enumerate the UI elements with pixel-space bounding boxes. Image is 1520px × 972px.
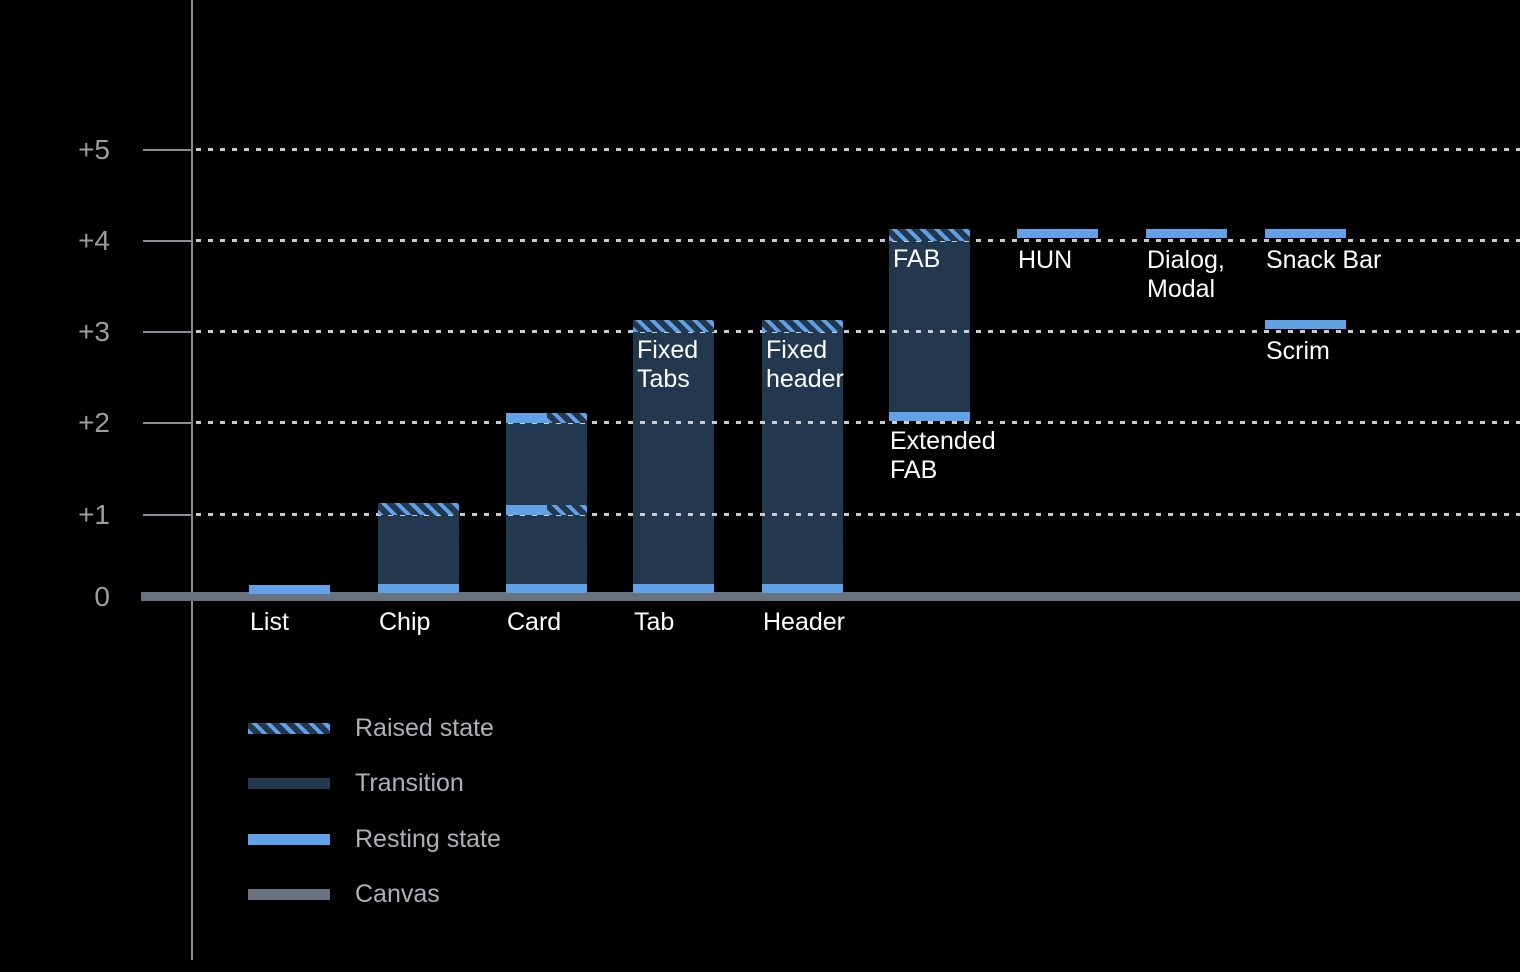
- legend-label: Raised state: [355, 713, 494, 742]
- y-axis-label: +5: [78, 134, 110, 165]
- scrim-label: Scrim: [1266, 337, 1330, 365]
- snack-bar-label: Snack Bar: [1266, 246, 1382, 274]
- legend-label: Resting state: [355, 824, 501, 853]
- y-axis-tick: [143, 149, 193, 151]
- gridline: [196, 330, 1520, 333]
- chip-raised-band: [378, 503, 459, 515]
- hun-label: HUN: [1018, 246, 1073, 274]
- card-raised-band: [546, 413, 587, 423]
- list-label: List: [250, 608, 289, 636]
- header-inside-label: Fixed header: [766, 336, 844, 393]
- canvas-baseline: [141, 592, 1520, 601]
- card-raised-band: [546, 505, 587, 515]
- legend-label: Canvas: [355, 879, 440, 908]
- legend-item-raised-state: Raised state: [248, 714, 494, 742]
- y-axis-tick: [143, 514, 193, 516]
- card-transition-bar: [506, 413, 587, 593]
- y-axis-tick: [143, 331, 193, 333]
- card-resting-band: [506, 413, 547, 423]
- header-resting-band: [762, 584, 843, 593]
- chip-label: Chip: [379, 608, 431, 636]
- card-resting-band: [506, 584, 587, 593]
- raised-state-swatch: [248, 722, 330, 734]
- tab-resting-band: [633, 584, 714, 593]
- transition-swatch: [248, 777, 330, 789]
- legend-item-resting-state: Resting state: [248, 825, 501, 853]
- y-axis-label: 0: [94, 581, 110, 612]
- tab-inside-label: Fixed Tabs: [637, 336, 699, 393]
- scrim-resting-band: [1265, 320, 1346, 329]
- legend-label: Transition: [355, 768, 464, 797]
- gridline: [196, 513, 1520, 516]
- tab-transition-bar: [633, 320, 714, 593]
- card-resting-band: [506, 505, 547, 515]
- fab-inside-label: FAB: [893, 245, 941, 273]
- y-axis-label: +4: [78, 225, 110, 256]
- fab-raised-band: [889, 229, 970, 241]
- card-label: Card: [507, 608, 562, 636]
- snack-bar-resting-band: [1265, 229, 1346, 238]
- y-axis-label: +3: [78, 316, 110, 347]
- legend-item-canvas: Canvas: [248, 880, 440, 908]
- tab-raised-band: [633, 320, 714, 332]
- header-transition-bar: [762, 320, 843, 593]
- gridline: [196, 148, 1520, 151]
- list-resting-band: [249, 585, 330, 594]
- y-axis-label: +1: [78, 499, 110, 530]
- header-raised-band: [762, 320, 843, 332]
- dialog-modal-label: Dialog, Modal: [1147, 246, 1225, 303]
- hun-resting-band: [1017, 229, 1098, 238]
- header-label: Header: [763, 608, 845, 636]
- canvas-swatch: [248, 888, 330, 900]
- chip-resting-band: [378, 584, 459, 593]
- y-axis-label: +2: [78, 407, 110, 438]
- gridline: [196, 239, 1520, 242]
- legend-item-transition: Transition: [248, 769, 464, 797]
- fab-label: Extended FAB: [890, 427, 996, 484]
- tab-label: Tab: [634, 608, 675, 636]
- y-axis-tick: [143, 422, 193, 424]
- resting-state-swatch: [248, 833, 330, 845]
- dialog-modal-resting-band: [1146, 229, 1227, 238]
- gridline: [196, 421, 1520, 424]
- fab-transition-bar: [889, 229, 970, 421]
- y-axis-tick: [143, 240, 193, 242]
- fab-resting-band: [889, 412, 970, 421]
- y-axis-line: [191, 0, 193, 960]
- chip-transition-bar: [378, 503, 459, 593]
